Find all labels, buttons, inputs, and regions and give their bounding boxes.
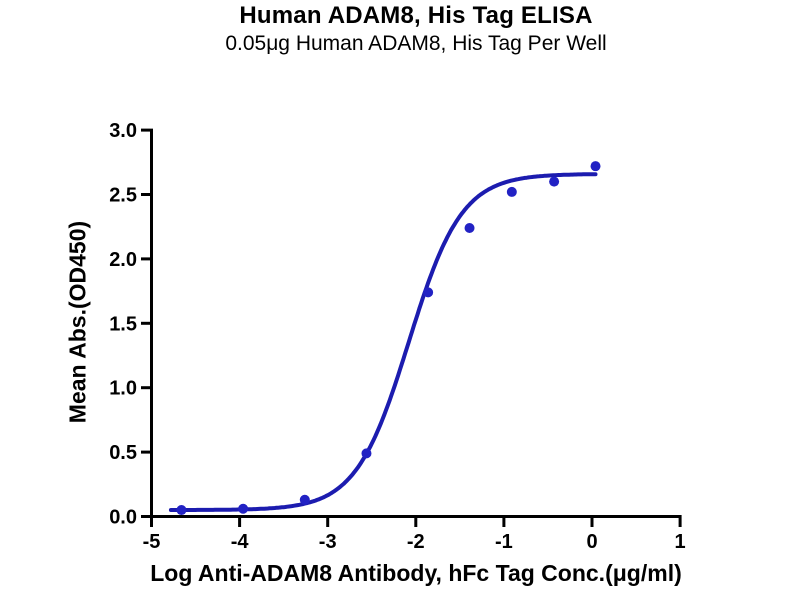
y-tick-label: 3.0 [109, 120, 137, 142]
x-tick-label: -1 [495, 531, 513, 553]
data-point [549, 176, 560, 187]
data-point [176, 505, 187, 516]
x-tick-label: -5 [143, 531, 161, 553]
x-tick-label: -3 [319, 531, 337, 553]
chart-title: Human ADAM8, His Tag ELISA [239, 2, 593, 29]
x-tick-label: -2 [407, 531, 425, 553]
data-point [506, 186, 517, 197]
x-tick-label: 1 [675, 531, 686, 553]
chart-subtitle: 0.05μg Human ADAM8, His Tag Per Well [225, 32, 607, 55]
data-point [299, 494, 310, 505]
x-tick-label: 0 [586, 531, 597, 553]
y-tick-label: 2.0 [109, 249, 137, 271]
x-axis-title: Log Anti-ADAM8 Antibody, hFc Tag Conc.(μ… [150, 560, 682, 586]
fit-curve [168, 172, 598, 512]
data-point [464, 222, 475, 233]
y-tick-label: 1.5 [109, 313, 137, 335]
x-tick-label: -4 [231, 531, 250, 553]
y-tick-label: 1.0 [109, 378, 137, 400]
data-point [590, 161, 601, 172]
y-tick-label: 0.0 [109, 507, 137, 529]
data-point [238, 503, 249, 514]
data-point [361, 448, 372, 459]
y-tick-label: 0.5 [109, 442, 137, 464]
y-tick-label: 2.5 [109, 185, 137, 207]
data-point [423, 287, 434, 298]
